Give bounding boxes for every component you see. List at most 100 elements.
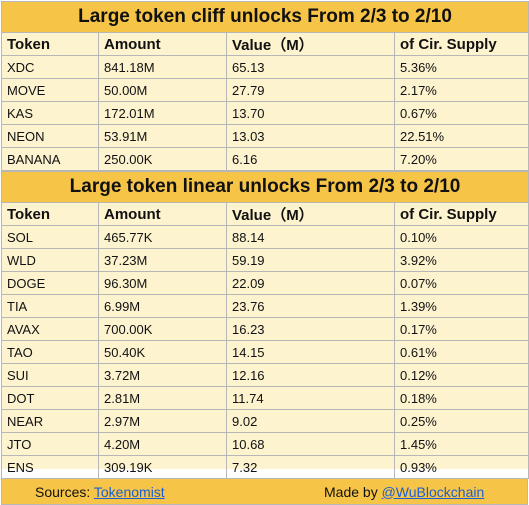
table-cell: 10.68 <box>226 432 395 456</box>
table-cell: 700.00K <box>98 317 227 341</box>
table-cell: 1.45% <box>394 432 529 456</box>
table-cell: 465.77K <box>98 225 227 249</box>
column-header: Value（M） <box>226 32 395 56</box>
table-cell: 13.70 <box>226 101 395 125</box>
table-row: TAO 50.40K 14.15 0.61% <box>1 340 529 364</box>
column-header: Value（M） <box>226 202 395 226</box>
table-row: DOT 2.81M 11.74 0.18% <box>1 386 529 410</box>
table-cell: 13.03 <box>226 124 395 148</box>
table-cell: 88.14 <box>226 225 395 249</box>
table-cell: NEAR <box>1 409 99 433</box>
linear-title: Large token linear unlocks From 2/3 to 2… <box>1 171 529 203</box>
table-cell: 0.93% <box>394 455 529 479</box>
table-row: MOVE 50.00M 27.79 2.17% <box>1 78 529 102</box>
table-cell: 50.00M <box>98 78 227 102</box>
table-cell: 12.16 <box>226 363 395 387</box>
column-header: of Cir. Supply <box>393 32 529 56</box>
table-cell: 0.07% <box>394 271 529 295</box>
table-cell: TAO <box>1 340 99 364</box>
table-cell: 0.61% <box>394 340 529 364</box>
table-row: XDC 841.18M 65.13 5.36% <box>1 55 529 79</box>
table-cell: TIA <box>1 294 99 318</box>
table-row: WLD 37.23M 59.19 3.92% <box>1 248 529 272</box>
made-by-label: Made by <box>324 483 378 500</box>
column-header: Token <box>1 32 99 56</box>
table-cell: 0.12% <box>394 363 529 387</box>
cliff-header-row: Token Amount Value（M） of Cir. Supply <box>1 32 529 56</box>
column-header: Amount <box>98 32 227 56</box>
table-cell: 2.97M <box>98 409 227 433</box>
table-cell: 65.13 <box>226 55 395 79</box>
table-row: KAS 172.01M 13.70 0.67% <box>1 101 529 125</box>
table-cell: 5.36% <box>393 55 529 79</box>
table-cell: 16.23 <box>226 317 395 341</box>
cliff-unlocks-table: Large token cliff unlocks From 2/3 to 2/… <box>0 1 529 171</box>
linear-unlocks-table: Large token linear unlocks From 2/3 to 2… <box>1 171 529 479</box>
tokenomist-link[interactable]: Tokenomist <box>93 483 165 500</box>
table-cell: XDC <box>1 55 99 79</box>
table-cell: 37.23M <box>98 248 227 272</box>
table-row: ENS 309.19K 7.32 0.93% <box>1 455 529 479</box>
table-row: JTO 4.20M 10.68 1.45% <box>1 432 529 456</box>
table-cell: 0.67% <box>393 101 529 125</box>
table-cell: SOL <box>1 225 99 249</box>
table-row: SOL 465.77K 88.14 0.10% <box>1 225 529 249</box>
linear-header-row: Token Amount Value（M） of Cir. Supply <box>1 202 529 226</box>
table-cell: 11.74 <box>226 386 395 410</box>
table-cell: 27.79 <box>226 78 395 102</box>
table-cell: DOGE <box>1 271 99 295</box>
table-cell: 96.30M <box>98 271 227 295</box>
table-row: BANANA 250.00K 6.16 7.20% <box>1 147 529 171</box>
table-cell: DOT <box>1 386 99 410</box>
table-cell: 250.00K <box>98 147 227 171</box>
table-cell: AVAX <box>1 317 99 341</box>
table-cell: 23.76 <box>226 294 395 318</box>
table-row: AVAX 700.00K 16.23 0.17% <box>1 317 529 341</box>
table-row: SUI 3.72M 12.16 0.12% <box>1 363 529 387</box>
column-header: of Cir. Supply <box>394 202 529 226</box>
table-cell: KAS <box>1 101 99 125</box>
table-cell: 14.15 <box>226 340 395 364</box>
cliff-title: Large token cliff unlocks From 2/3 to 2/… <box>0 1 529 33</box>
table-cell: 22.51% <box>393 124 529 148</box>
table-cell: 7.32 <box>226 455 395 479</box>
sources-label: Sources: <box>35 483 91 500</box>
table-row: NEAR 2.97M 9.02 0.25% <box>1 409 529 433</box>
sources: Sources: Tokenomist <box>2 484 282 500</box>
table-row: NEON 53.91M 13.03 22.51% <box>1 124 529 148</box>
table-cell: 9.02 <box>226 409 395 433</box>
table-cell: 0.10% <box>394 225 529 249</box>
table-cell: SUI <box>1 363 99 387</box>
table-cell: 59.19 <box>226 248 395 272</box>
table-cell: 7.20% <box>393 147 529 171</box>
table-cell: 2.81M <box>98 386 227 410</box>
table-cell: 6.16 <box>226 147 395 171</box>
wublockchain-link[interactable]: @WuBlockchain <box>381 483 485 500</box>
table-cell: JTO <box>1 432 99 456</box>
table-cell: 22.09 <box>226 271 395 295</box>
table-cell: 0.25% <box>394 409 529 433</box>
table-cell: 1.39% <box>394 294 529 318</box>
table-cell: ENS <box>1 455 99 479</box>
column-header: Amount <box>98 202 227 226</box>
table-cell: NEON <box>1 124 99 148</box>
column-header: Token <box>1 202 99 226</box>
table-cell: 3.72M <box>98 363 227 387</box>
table-cell: WLD <box>1 248 99 272</box>
table-cell: MOVE <box>1 78 99 102</box>
table-cell: BANANA <box>1 147 99 171</box>
table-cell: 841.18M <box>98 55 227 79</box>
table-cell: 309.19K <box>98 455 227 479</box>
table-cell: 4.20M <box>98 432 227 456</box>
table-cell: 172.01M <box>98 101 227 125</box>
table-cell: 0.17% <box>394 317 529 341</box>
table-cell: 2.17% <box>393 78 529 102</box>
table-cell: 53.91M <box>98 124 227 148</box>
table-cell: 0.18% <box>394 386 529 410</box>
table-row: TIA 6.99M 23.76 1.39% <box>1 294 529 318</box>
table-row: DOGE 96.30M 22.09 0.07% <box>1 271 529 295</box>
table-cell: 6.99M <box>98 294 227 318</box>
table-cell: 3.92% <box>394 248 529 272</box>
made-by: Made by @WuBlockchain <box>282 484 484 500</box>
